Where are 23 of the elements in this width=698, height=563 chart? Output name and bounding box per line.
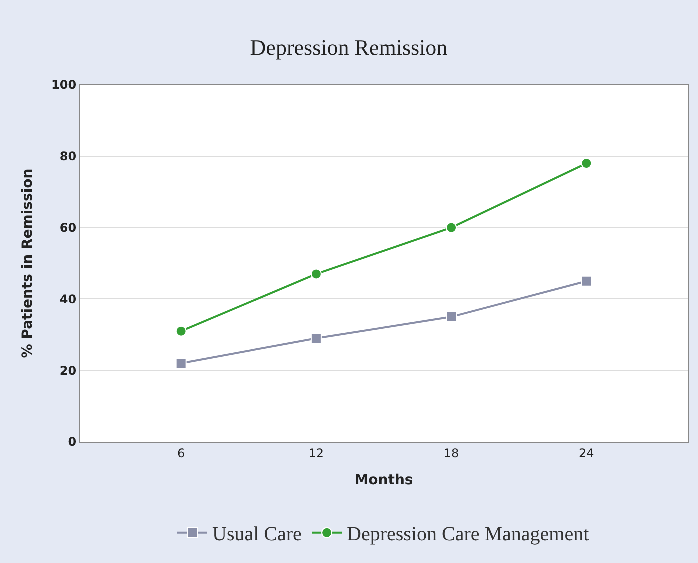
point (581, 158, 592, 170)
point (310, 332, 322, 344)
point (446, 312, 458, 323)
point (581, 276, 592, 287)
x-axis-title: Months (354, 472, 414, 489)
y-tick-label: 80 (60, 150, 77, 164)
x-tick-label: 12 (308, 446, 324, 460)
point (446, 222, 458, 234)
chart-title: Depression Remission (250, 34, 448, 60)
y-axis-title: % Patients in Remission (20, 168, 36, 358)
point (310, 268, 322, 280)
legend-label: Depression Care Management (347, 524, 590, 546)
y-tick-label: 40 (60, 292, 77, 306)
y-tick-label: 60 (60, 221, 77, 235)
x-tick-label: 24 (579, 446, 594, 460)
point (176, 326, 187, 337)
legend-label: Usual Care (212, 524, 302, 546)
point (176, 358, 187, 369)
y-tick-label: 0 (68, 435, 77, 450)
y-tick-label: 20 (60, 364, 77, 378)
y-tick-label: 100 (52, 78, 77, 92)
x-tick-label: 6 (178, 446, 186, 460)
x-tick-label: 18 (444, 446, 460, 460)
